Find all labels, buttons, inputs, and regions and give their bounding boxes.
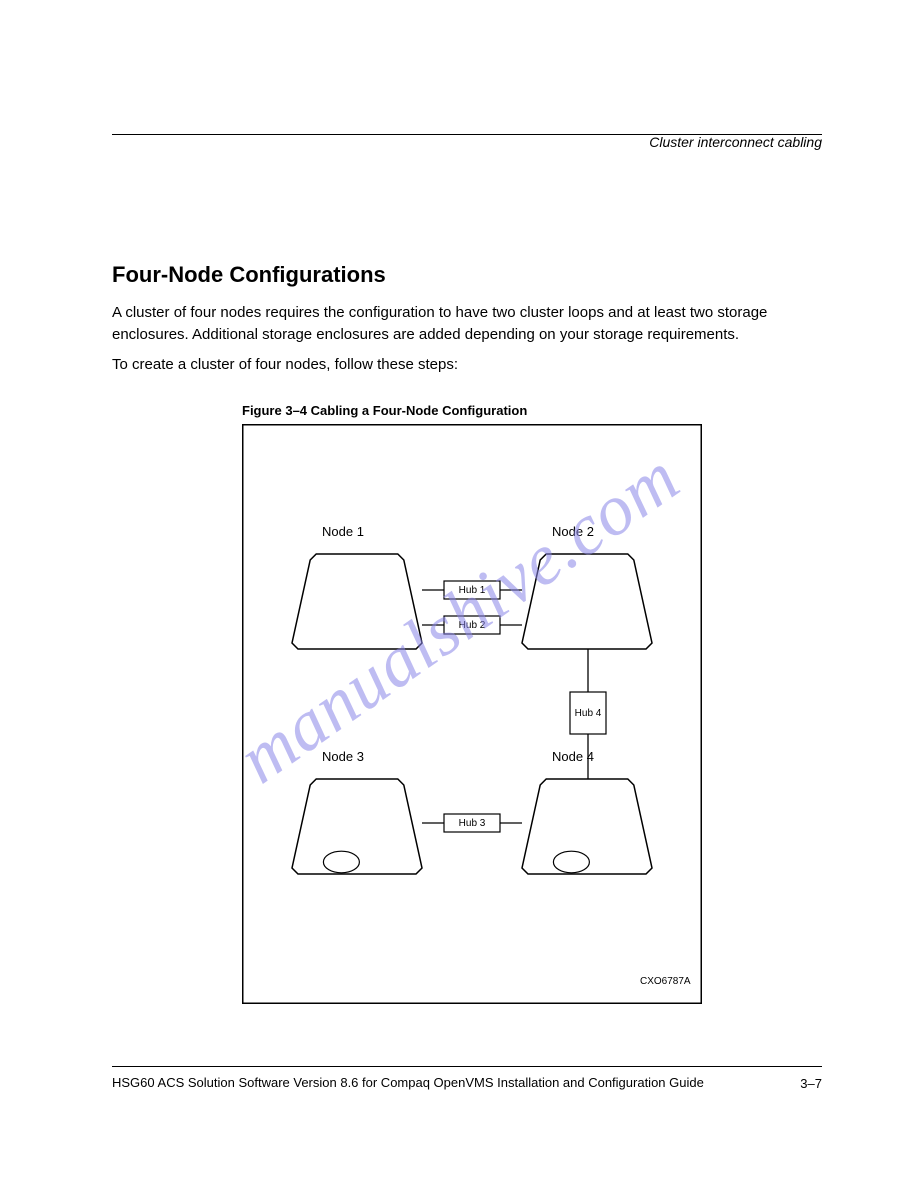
page-header: Cluster interconnect cabling — [112, 134, 822, 214]
section-para-2: To create a cluster of four nodes, follo… — [112, 354, 822, 376]
node-label: Node 1 — [322, 524, 364, 539]
figure-label: Figure 3–4 Cabling a Four-Node Configura… — [242, 403, 822, 418]
figure-frame — [243, 425, 702, 1004]
figure-caption: CXO6787A — [640, 976, 691, 987]
section-heading: Four-Node Configurations — [112, 262, 822, 288]
hub-label: Hub 2 — [459, 620, 486, 631]
figure-3-4: Hub 1 Hub 2 Hub 3 Hub 4 Node 1 Node 2 Node 3 N… — [242, 424, 702, 1004]
section-para-1: A cluster of four nodes requires the con… — [112, 302, 822, 346]
hub-label: Hub 3 — [459, 818, 486, 829]
footer-rule — [112, 1066, 822, 1067]
hub-label: Hub 1 — [459, 585, 486, 596]
page-number: 3–7 — [800, 1076, 822, 1091]
figure-svg: Hub 1 Hub 2 Hub 3 Hub 4 Node 1 Node 2 Node 3 N… — [242, 424, 702, 1004]
node-label: Node 3 — [322, 749, 364, 764]
running-title: Cluster interconnect cabling — [649, 134, 822, 150]
hub-label: Hub 4 — [575, 708, 602, 719]
hub-h1: Hub 1 — [444, 581, 500, 599]
page-footer: HSG60 ACS Solution Software Version 8.6 … — [112, 1066, 822, 1090]
page-content: Cluster interconnect cabling Four-Node C… — [112, 100, 822, 1004]
section-four-node: Four-Node Configurations A cluster of fo… — [112, 262, 822, 1004]
node-label: Node 2 — [552, 524, 594, 539]
footer-doc-title: HSG60 ACS Solution Software Version 8.6 … — [112, 1075, 822, 1090]
hub-h3: Hub 3 — [444, 814, 500, 832]
hub-h4: Hub 4 — [570, 692, 606, 734]
hub-h2: Hub 2 — [444, 616, 500, 634]
node-label: Node 4 — [552, 749, 594, 764]
